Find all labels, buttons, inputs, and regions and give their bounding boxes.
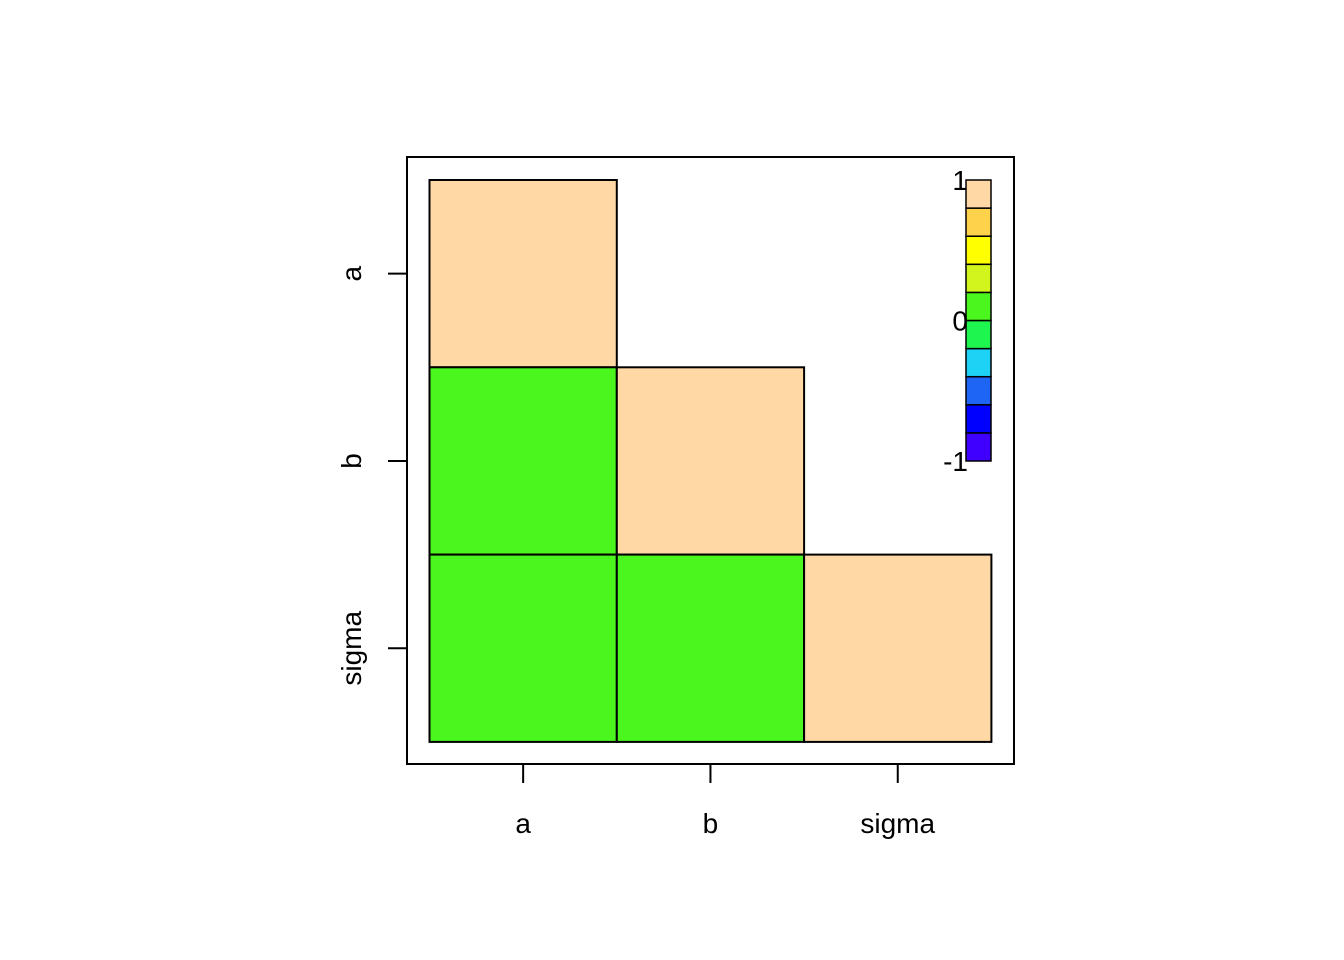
legend-swatch-7 bbox=[965, 235, 992, 266]
legend-swatch-2 bbox=[965, 375, 992, 406]
heatmap-cell-a-a bbox=[428, 179, 618, 369]
x-axis: a b sigma bbox=[515, 764, 936, 839]
heatmap-cell-b-b bbox=[615, 366, 806, 556]
heatmap-cell-b-a bbox=[428, 366, 618, 556]
legend-swatch-1 bbox=[965, 404, 992, 434]
legend-swatch-6 bbox=[965, 263, 992, 294]
x-tick-label-a: a bbox=[515, 808, 531, 839]
legend-swatch-3 bbox=[965, 347, 992, 378]
legend-swatch-4 bbox=[965, 319, 992, 350]
x-tick-label-b: b bbox=[703, 808, 719, 839]
legend-label-0: 1 bbox=[952, 165, 968, 196]
y-axis: a b sigma bbox=[336, 265, 407, 686]
legend-swatch-9 bbox=[965, 179, 992, 209]
legend-swatch-0 bbox=[965, 432, 992, 462]
legend-swatch-8 bbox=[965, 207, 992, 237]
x-tick-label-sigma: sigma bbox=[860, 808, 935, 839]
legend-label-1: 0 bbox=[952, 306, 968, 337]
y-tick-label-a: a bbox=[336, 265, 367, 281]
color-legend: 1 0 -1 bbox=[943, 165, 992, 477]
y-tick-label-b: b bbox=[336, 453, 367, 469]
heatmap-cell-sigma-b bbox=[615, 553, 806, 743]
legend-swatch-5 bbox=[965, 291, 992, 322]
heatmap-cells bbox=[428, 179, 993, 743]
heatmap-cell-sigma-sigma bbox=[803, 553, 993, 743]
heatmap-cell-sigma-a bbox=[428, 553, 618, 743]
y-tick-label-sigma: sigma bbox=[336, 610, 367, 685]
legend-label-2: -1 bbox=[943, 446, 968, 477]
